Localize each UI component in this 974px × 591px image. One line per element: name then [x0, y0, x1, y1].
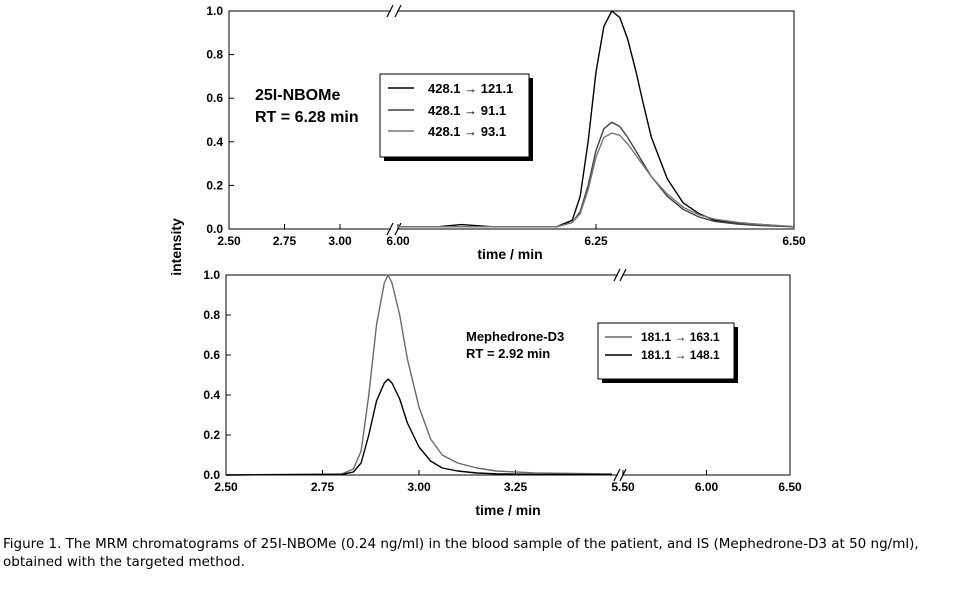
- top-chart-panel: 0.0 0.2 0.4 0.6 0.8 1.0 2.50 2.75 3.00 6.00 6.25 6…: [206, 4, 806, 262]
- bottom-axis-break-slash: [613, 268, 621, 282]
- top-x-tick-label: 3.00: [328, 234, 352, 248]
- bottom-y-tick-label: 0.4: [203, 388, 220, 402]
- bottom-axis-break-gap: [618, 273, 622, 277]
- top-axis-breaks: [386, 4, 402, 236]
- shared-ylabel: intensity: [168, 218, 184, 276]
- top-legend-label-2: 428.1 → 91.1: [428, 103, 506, 118]
- bottom-x-tick-label: 6.50: [778, 480, 802, 494]
- bottom-x-tick-label: 3.25: [504, 480, 528, 494]
- bottom-legend-box: [597, 322, 735, 380]
- bottom-x-axis-label: time / min: [475, 502, 540, 518]
- top-annotation-rt: RT = 6.28 min: [255, 109, 359, 126]
- bottom-y-tick-label: 0.6: [203, 348, 220, 362]
- top-x-tick-label: 6.50: [782, 234, 806, 248]
- bottom-y-ticks: 0.0 0.2 0.4 0.6 0.8 1.0: [203, 268, 231, 482]
- bottom-y-tick-label: 0.2: [203, 428, 220, 442]
- top-x-tick-label: 2.50: [217, 234, 241, 248]
- top-x-tick-label: 2.75: [273, 234, 297, 248]
- top-axis-break-slash: [386, 4, 394, 18]
- top-plot-frame: [228, 10, 795, 230]
- bottom-x-tick-label: 2.75: [311, 480, 335, 494]
- top-x-tick-label: 6.00: [386, 234, 410, 248]
- bottom-y-tick-label: 1.0: [203, 268, 220, 282]
- top-legend: 428.1 → 121.1 428.1 → 91.1 428.1 → 93.1: [379, 73, 533, 161]
- bottom-x-tick-label: 3.00: [407, 480, 431, 494]
- bottom-series-line-2: [225, 378, 613, 476]
- top-axis-break-slash: [394, 222, 402, 236]
- bottom-x-tick-label: 2.50: [214, 480, 238, 494]
- figure-caption: Figure 1. The MRM chromatograms of 25I-N…: [3, 536, 919, 570]
- bottom-series-line-1: [225, 274, 613, 476]
- bottom-chart-panel: 0.0 0.2 0.4 0.6 0.8 1.0 2.50 2.75 3.00 3.25 5.50 6…: [203, 268, 802, 518]
- top-x-ticks: 2.50 2.75 3.00 6.00 6.25 6.50: [217, 224, 806, 248]
- top-annotation-compound: 25I-NBOMe: [255, 87, 340, 104]
- top-axis-break-slash: [386, 222, 394, 236]
- bottom-axis-break-slash: [613, 468, 621, 482]
- top-y-ticks: 0.0 0.2 0.4 0.6 0.8 1.0: [206, 4, 234, 236]
- top-legend-label-1: 428.1 → 121.1: [428, 81, 513, 96]
- bottom-y-tick-label: 0.8: [203, 308, 220, 322]
- top-axis-break-gap: [391, 9, 397, 13]
- top-y-tick-label: 0.2: [206, 178, 223, 192]
- top-x-tick-label: 6.25: [584, 234, 608, 248]
- top-axis-break-slash: [394, 4, 402, 18]
- bottom-axis-break-slash: [619, 268, 627, 282]
- top-y-tick-label: 0.0: [206, 222, 223, 236]
- bottom-y-tick-label: 0.0: [203, 468, 220, 482]
- bottom-legend-label-2: 181.1 → 148.1: [641, 348, 720, 362]
- bottom-plot-frame: [225, 274, 791, 476]
- bottom-series: [225, 274, 613, 476]
- bottom-annotation-compound: Mephedrone-D3: [466, 329, 564, 344]
- bottom-legend: 181.1 → 163.1 181.1 → 148.1: [597, 322, 738, 383]
- bottom-axis-break-gap: [618, 473, 622, 477]
- top-axis-break-gap: [391, 227, 397, 231]
- top-legend-label-3: 428.1 → 93.1: [428, 124, 506, 139]
- top-series: [398, 10, 795, 228]
- top-x-axis-label: time / min: [477, 246, 542, 262]
- top-y-tick-label: 1.0: [206, 4, 223, 18]
- top-y-tick-label: 0.8: [206, 48, 223, 62]
- bottom-axis-break-slash: [619, 468, 627, 482]
- bottom-annotation-rt: RT = 2.92 min: [466, 346, 550, 361]
- bottom-x-ticks: 2.50 2.75 3.00 3.25 5.50 6.00 6.50: [214, 470, 802, 494]
- bottom-x-tick-label: 5.50: [611, 480, 635, 494]
- bottom-x-tick-label: 6.00: [695, 480, 719, 494]
- bottom-legend-label-1: 181.1 → 163.1: [641, 330, 720, 344]
- top-y-tick-label: 0.6: [206, 91, 223, 105]
- top-y-tick-label: 0.4: [206, 135, 223, 149]
- top-series-line-3: [398, 132, 795, 228]
- bottom-axis-breaks: [613, 268, 627, 482]
